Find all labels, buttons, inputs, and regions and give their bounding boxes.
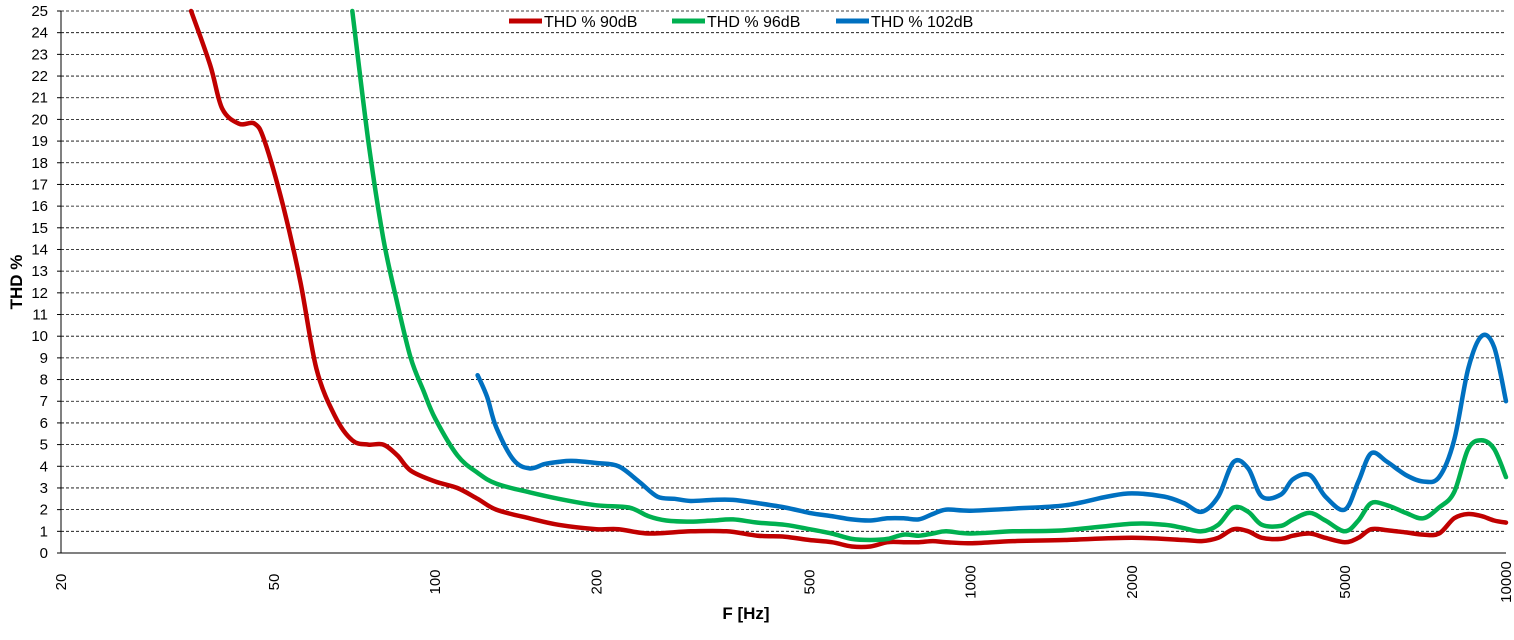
y-tick-label: 5 [40, 437, 48, 454]
x-tick-labels: 20 50 100 200 500 1000 2000 5000 10000 [53, 561, 1514, 603]
y-tick-label: 9 [40, 350, 48, 367]
y-axis-title: THD % [7, 255, 26, 310]
x-tick-label: 20 [53, 574, 70, 591]
x-tick-label: 10000 [1498, 561, 1514, 603]
grid-lines [61, 10, 1506, 532]
y-tick-label: 13 [31, 263, 48, 280]
x-tick-label: 1000 [963, 565, 980, 598]
legend-label-1: THD % 90dB [544, 14, 637, 31]
y-tick-label: 1 [40, 523, 48, 540]
x-tick-label: 2000 [1124, 565, 1141, 598]
y-tick-label: 23 [31, 46, 48, 63]
y-tick-label: 0 [40, 545, 48, 562]
x-tick-label: 100 [427, 569, 444, 594]
y-tick-label: 20 [31, 111, 48, 128]
legend-label-3: THD % 102dB [871, 14, 973, 31]
axes [57, 10, 1506, 554]
y-tick-label: 10 [31, 328, 48, 345]
y-tick-label: 6 [40, 415, 48, 432]
y-tick-label: 7 [40, 393, 48, 410]
y-tick-label: 15 [31, 220, 48, 237]
y-tick-label: 3 [40, 480, 48, 497]
y-tick-labels: 0123456789101112131415161718192021222324… [31, 3, 48, 562]
series-line-2 [350, 8, 1509, 543]
y-tick-label: 24 [31, 25, 48, 42]
y-tick-label: 18 [31, 155, 48, 172]
y-tick-label: 19 [31, 133, 48, 150]
y-tick-label: 25 [31, 3, 48, 20]
x-tick-label: 200 [588, 569, 605, 594]
x-tick-label: 500 [801, 569, 818, 594]
series-line-3 [475, 332, 1509, 523]
x-tick-label: 5000 [1337, 565, 1354, 598]
y-tick-label: 4 [40, 458, 48, 475]
series-lines [188, 8, 1509, 550]
y-tick-label: 8 [40, 372, 48, 389]
y-tick-label: 11 [32, 307, 48, 324]
legend: THD % 90dB THD % 96dB THD % 102dB [509, 14, 973, 31]
x-tick-label: 50 [266, 574, 283, 591]
y-tick-label: 14 [31, 241, 48, 258]
y-tick-label: 21 [31, 90, 48, 107]
y-tick-label: 17 [31, 176, 48, 193]
y-tick-label: 12 [31, 285, 48, 302]
y-tick-label: 16 [31, 198, 48, 215]
legend-label-2: THD % 96dB [707, 14, 800, 31]
x-axis-title: F [Hz] [722, 604, 769, 623]
y-tick-label: 2 [40, 502, 48, 519]
series-line-1 [188, 8, 1509, 550]
y-tick-label: 22 [31, 68, 48, 85]
